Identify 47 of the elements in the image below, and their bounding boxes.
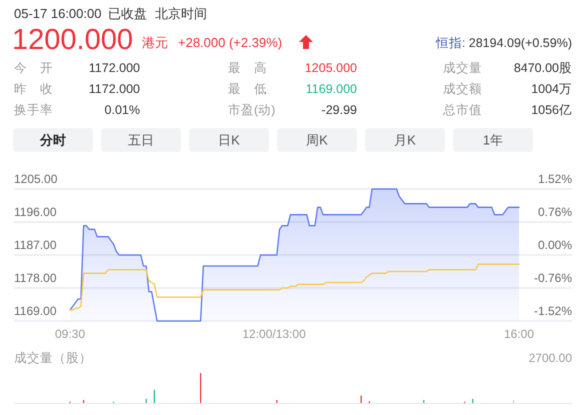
text: 0.01% (104, 103, 140, 117)
y-tick-label: 1169.00 (14, 304, 57, 318)
x-tick-label: 09:30 (54, 327, 86, 341)
y-tick-label: 1196.00 (14, 205, 57, 219)
tab-button: 周K (277, 128, 357, 152)
text: 昨 收 (14, 82, 53, 96)
text: 换手率 (14, 102, 53, 117)
y2-tick-label: 0.76% (538, 205, 572, 219)
text: 28194.09(+0.59%) (465, 36, 572, 50)
text: 北京时间 (155, 6, 207, 21)
y-tick-label: 1187.00 (14, 238, 57, 252)
tab-button: 日K (189, 128, 269, 152)
y2-tick-label: 0.00% (538, 238, 572, 252)
tab-button: 五日 (101, 128, 181, 152)
text: 1205.000 (304, 61, 358, 75)
text: 2700.00 (528, 351, 572, 365)
y2-tick-label: -1.52% (534, 304, 572, 318)
y2-tick-label: -0.76% (534, 271, 572, 285)
text: 1172.000 (88, 82, 140, 96)
text: 港元 (142, 35, 168, 50)
text: 1004万 (531, 82, 572, 96)
tab-button: 月K (365, 128, 445, 152)
text: 市盈(动) (228, 103, 276, 117)
y2-tick-label: 1.52% (538, 172, 572, 186)
text: 已收盘 (108, 6, 147, 21)
tab-button: 分时 (13, 128, 93, 152)
text: 最 高 (228, 60, 267, 75)
x-tick-label: 12:00/13:00 (242, 327, 306, 341)
chart-title: 成交量（股） (14, 350, 92, 365)
text: 05-17 16:00:00 (14, 6, 102, 21)
text: 1056亿 (531, 103, 572, 117)
text: 总市值 (442, 103, 482, 117)
text: 最 低 (228, 82, 267, 96)
text: -29.99 (322, 103, 358, 117)
x-tick-label: 16:00 (504, 327, 534, 341)
y-tick-label: 1178.00 (14, 271, 57, 285)
y-tick-label: 1205.00 (14, 172, 58, 186)
text: 8470.00股 (514, 61, 572, 75)
text: 今 开 (14, 61, 53, 75)
text: 成交额 (443, 81, 482, 96)
text: +28.000 (+2.39%) (178, 35, 282, 50)
text: 恒指: (434, 36, 466, 50)
text: 1169.000 (306, 82, 358, 96)
text: 成交量 (443, 60, 482, 75)
text: 1200.000 (12, 24, 133, 56)
text: 1172.000 (88, 61, 140, 75)
tab-button: 1年 (453, 128, 533, 152)
